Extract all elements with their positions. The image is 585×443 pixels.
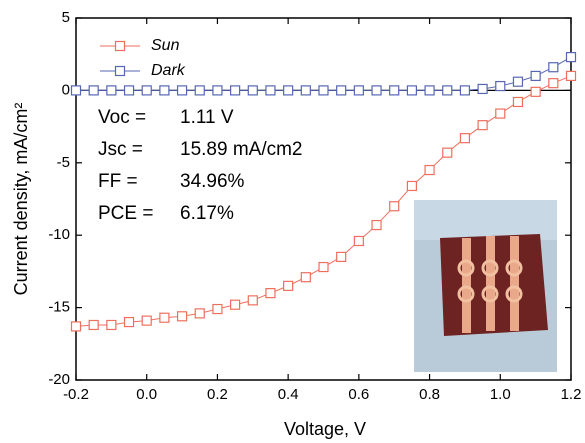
data-point	[283, 85, 294, 96]
data-point	[265, 85, 276, 96]
data-point	[477, 83, 488, 95]
x-axis-label: Voltage, V	[284, 419, 366, 439]
y-axis-label: Current density, mA/cm²	[11, 103, 31, 296]
data-point	[406, 85, 417, 96]
data-point	[141, 85, 152, 96]
data-point	[336, 251, 347, 263]
data-point	[247, 85, 258, 96]
data-point	[88, 319, 99, 331]
data-point	[70, 85, 82, 96]
annotation-value: 1.11 V	[180, 107, 234, 128]
annotation-value: 15.89 mA/cm2	[180, 139, 303, 160]
x-tick-label: 0.0	[136, 386, 157, 403]
x-tick-label: -0.2	[63, 386, 89, 403]
data-point	[477, 120, 488, 131]
data-point	[548, 78, 559, 89]
data-point	[300, 85, 311, 96]
data-point	[194, 308, 205, 319]
data-point	[565, 51, 577, 63]
data-point	[548, 62, 559, 73]
data-point	[88, 85, 99, 96]
data-point	[424, 85, 435, 96]
data-point	[300, 272, 311, 283]
x-tick-label: 0.8	[419, 386, 440, 403]
x-tick-label: 0.6	[348, 386, 369, 403]
data-point	[176, 85, 188, 96]
data-point	[389, 201, 400, 212]
data-point	[123, 85, 135, 96]
data-point	[247, 295, 258, 306]
data-point	[212, 303, 223, 315]
x-tick-label: 1.0	[490, 386, 511, 403]
data-point	[353, 235, 364, 247]
data-point	[106, 319, 117, 331]
data-point	[159, 85, 170, 96]
data-point	[530, 70, 541, 82]
legend-label: Dark	[151, 62, 186, 79]
data-point	[495, 108, 506, 119]
y-tick-label: 5	[62, 9, 70, 26]
plot-frame	[75, 17, 572, 381]
annotation-label: Voc =	[98, 107, 146, 128]
data-point	[442, 147, 453, 158]
data-point	[565, 70, 577, 82]
x-tick-label: 1.2	[561, 386, 582, 403]
data-point	[512, 96, 524, 108]
data-point	[459, 85, 471, 96]
data-point	[283, 280, 294, 291]
data-point	[141, 315, 152, 326]
data-point	[442, 85, 453, 96]
annotation-value: 6.17%	[180, 203, 234, 224]
data-point	[353, 85, 364, 96]
data-point	[176, 311, 188, 322]
y-tick-label: 0	[62, 81, 70, 98]
data-point	[530, 86, 541, 97]
annotation-label: PCE =	[98, 203, 153, 224]
data-point	[424, 164, 435, 176]
legend-marker	[114, 40, 126, 52]
data-point	[406, 180, 417, 192]
data-point	[318, 85, 329, 96]
x-tick-label: 0.4	[278, 386, 299, 403]
data-point	[212, 85, 223, 96]
legend-label: Sun	[151, 37, 180, 54]
data-point	[389, 85, 400, 96]
data-point	[194, 85, 205, 96]
y-tick-label: -10	[48, 226, 70, 243]
data-point	[106, 85, 117, 96]
x-tick-label: 0.2	[207, 386, 228, 403]
legend-marker	[114, 65, 126, 77]
y-tick-label: -20	[48, 371, 70, 388]
y-tick-label: -5	[57, 154, 70, 171]
data-point	[336, 85, 347, 96]
annotation-value: 34.96%	[180, 171, 245, 192]
data-point	[230, 85, 241, 96]
data-point	[371, 219, 382, 231]
data-point	[70, 321, 82, 332]
y-tick-label: -15	[48, 299, 70, 316]
data-point	[159, 312, 170, 323]
data-point	[318, 261, 329, 273]
inset-photo	[414, 200, 557, 372]
data-point	[459, 133, 471, 144]
data-point	[495, 80, 506, 92]
annotation-label: Jsc =	[98, 139, 143, 160]
annotation-label: FF =	[98, 171, 138, 192]
data-point	[265, 288, 276, 299]
data-point	[371, 85, 382, 96]
data-point	[230, 299, 241, 310]
data-point	[123, 316, 135, 328]
data-point	[512, 76, 524, 87]
